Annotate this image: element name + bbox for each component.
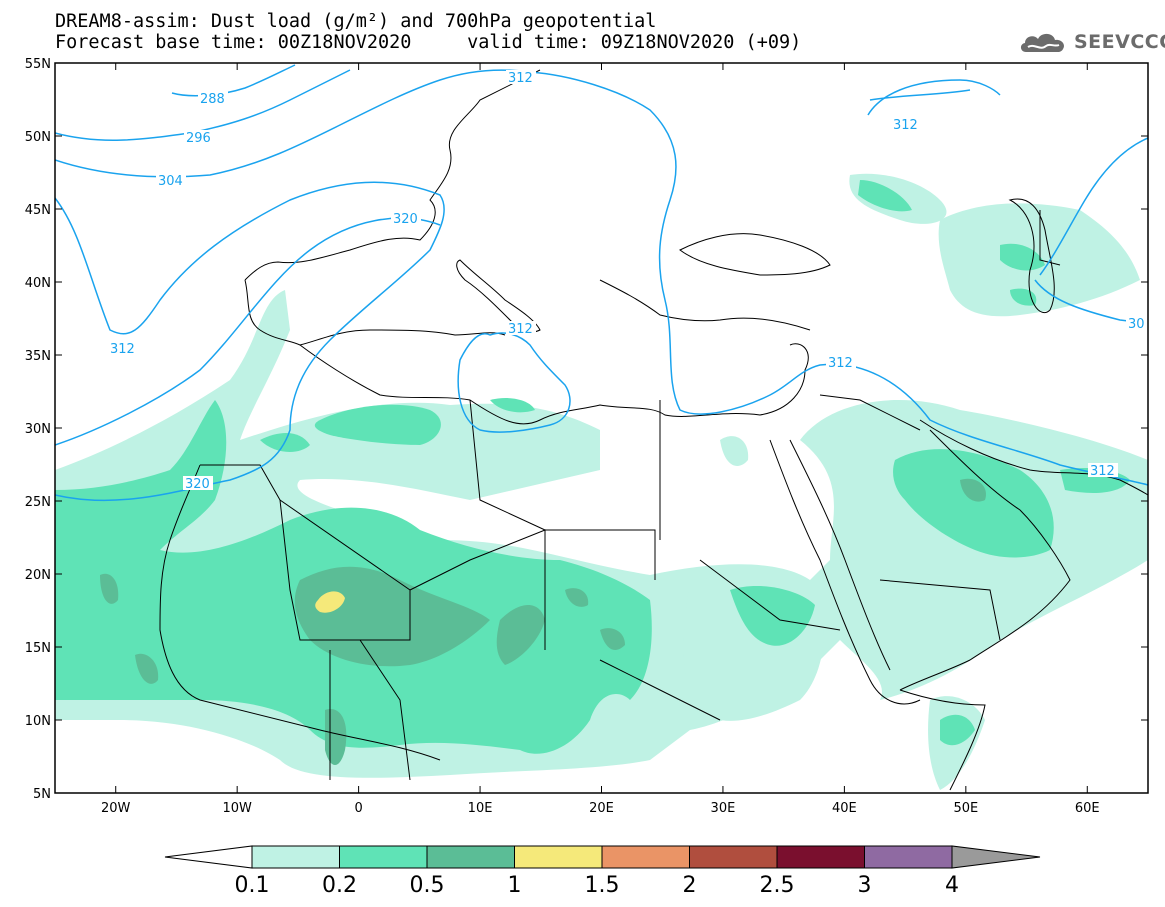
cloud-logo-icon xyxy=(1020,33,1065,52)
contour-label: 312 xyxy=(893,118,918,133)
lon-tick-label: 60E xyxy=(1075,801,1100,816)
colorbar-over-arrow xyxy=(951,845,1041,869)
lat-tick-label: 15N xyxy=(25,641,51,656)
lat-tick-label: 10N xyxy=(25,714,51,729)
colorbar-label: 4 xyxy=(945,873,959,898)
colorbar xyxy=(164,845,1041,869)
contour-label-bg xyxy=(198,91,228,105)
contour-label: 312 xyxy=(508,322,533,337)
logo-text: SEEVCCC xyxy=(1074,31,1165,53)
contour-label: 304 xyxy=(158,174,183,189)
contour-label: 312 xyxy=(828,356,853,371)
lon-tick-label: 50E xyxy=(953,801,978,816)
longitude-axis: 20W 10W 0 10E 20E 30E 40E 50E 60E xyxy=(101,63,1100,816)
contour-label-bg xyxy=(1126,316,1148,330)
contour-label: 30 xyxy=(1128,317,1145,332)
lat-tick-label: 45N xyxy=(25,203,51,218)
contour-label: 320 xyxy=(393,212,418,227)
lat-tick-label: 30N xyxy=(25,422,51,437)
lon-tick-label: 20W xyxy=(101,801,131,816)
contour-label-bg xyxy=(391,211,421,225)
contour-label-bg xyxy=(183,476,213,490)
colorbar-label: 2.5 xyxy=(759,873,795,898)
contour-label: 296 xyxy=(186,131,211,146)
latitude-axis: 55N 50N 45N 40N 35N 30N 25N 20N 15N 10N 5N xyxy=(25,57,1148,802)
lon-tick-label: 0 xyxy=(354,801,362,816)
colorbar-swatch xyxy=(514,845,603,869)
lat-tick-label: 50N xyxy=(25,130,51,145)
colorbar-label: 0.1 xyxy=(234,873,270,898)
colorbar-label: 0.2 xyxy=(322,873,357,898)
contour-label: 288 xyxy=(200,92,225,107)
colorbar-swatch xyxy=(339,845,428,869)
lat-tick-label: 55N xyxy=(25,57,51,72)
contour-label-bg xyxy=(1088,463,1118,477)
contour-label: 312 xyxy=(1090,464,1115,479)
geopotential-contours xyxy=(55,64,1148,502)
contour-label-bg xyxy=(506,70,536,84)
lon-tick-label: 40E xyxy=(832,801,857,816)
contour-label-bg xyxy=(184,130,214,144)
colorbar-swatch xyxy=(689,845,778,869)
colorbar-label: 1 xyxy=(507,873,522,898)
seevccc-logo: SEEVCCC xyxy=(1018,26,1165,58)
contour-label: 312 xyxy=(110,342,135,357)
map-title: DREAM8-assim: Dust load (g/m²) and 700hP… xyxy=(55,11,657,32)
contour-label: 320 xyxy=(185,477,210,492)
colorbar-swatch xyxy=(776,845,865,869)
colorbar-swatch xyxy=(864,845,953,869)
lat-tick-label: 5N xyxy=(33,787,51,802)
lat-tick-label: 40N xyxy=(25,276,51,291)
lat-tick-label: 35N xyxy=(25,349,51,364)
colorbar-label: 0.5 xyxy=(409,873,445,898)
contour-label-bg xyxy=(826,355,856,369)
contour-label-bg xyxy=(108,341,138,355)
contour-label: 312 xyxy=(508,71,533,86)
map-subtitle: Forecast base time: 00Z18NOV2020 valid t… xyxy=(55,32,802,53)
lon-tick-label: 30E xyxy=(711,801,736,816)
contour-label-bg xyxy=(156,173,186,187)
lon-tick-label: 10E xyxy=(468,801,493,816)
contour-label-bg xyxy=(506,321,536,335)
colorbar-label: 1.5 xyxy=(584,873,620,898)
lon-tick-label: 10W xyxy=(222,801,252,816)
colorbar-swatch xyxy=(251,845,340,869)
lat-tick-label: 20N xyxy=(25,568,51,583)
colorbar-swatch xyxy=(426,845,515,869)
lon-tick-label: 20E xyxy=(589,801,614,816)
colorbar-under-arrow xyxy=(164,845,253,869)
colorbar-label: 3 xyxy=(857,873,872,898)
contour-labels: 288 296 304 312 320 320 312 312 312 312 … xyxy=(108,70,1148,492)
coastlines xyxy=(159,69,1148,791)
colorbar-swatch xyxy=(601,845,690,869)
colorbar-label: 2 xyxy=(682,873,697,898)
contour-label-bg xyxy=(891,117,921,131)
lat-tick-label: 25N xyxy=(25,495,51,510)
